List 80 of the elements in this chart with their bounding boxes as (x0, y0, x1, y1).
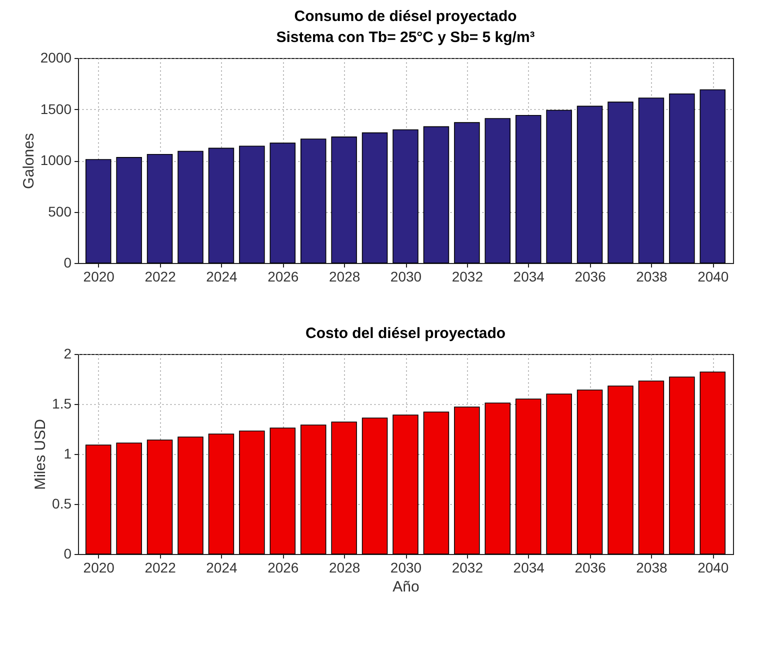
y-axis-title: Miles USD (32, 418, 50, 490)
bar (300, 424, 326, 554)
bar (669, 376, 695, 554)
bar (239, 430, 265, 554)
y-tick-label: 500 (48, 203, 72, 220)
bar (146, 154, 173, 264)
bar (454, 406, 480, 554)
bar (484, 118, 511, 264)
bar (392, 129, 418, 264)
bar (515, 398, 542, 554)
x-tick-label: 2028 (328, 268, 360, 284)
bar (208, 148, 234, 264)
x-tick-label: 2026 (268, 268, 299, 284)
bar (454, 122, 480, 264)
bar (638, 98, 664, 264)
y-axis-title: Galones (20, 133, 38, 189)
x-tick-label: 2030 (390, 268, 422, 284)
x-tick-label: 2022 (144, 560, 176, 576)
bar (208, 434, 234, 554)
x-axis-title: Año (392, 578, 420, 596)
x-tick-label: 2024 (206, 560, 238, 576)
y-tick-label: 1500 (40, 100, 72, 117)
y-tick-label: 2000 (40, 50, 72, 66)
x-tick-label: 2026 (268, 560, 299, 576)
x-tick-label: 2030 (390, 560, 422, 576)
x-tick-label: 2032 (452, 268, 484, 284)
bar (576, 390, 603, 554)
bar (638, 380, 664, 554)
bar (423, 126, 450, 264)
bar (669, 93, 695, 264)
x-tick-label: 2040 (698, 560, 729, 576)
y-tick-label: 0 (64, 546, 72, 562)
bar (515, 115, 542, 264)
y-tick-label: 1.5 (52, 396, 72, 412)
bar (270, 428, 296, 554)
bar (423, 412, 450, 554)
bar (239, 146, 265, 264)
x-tick-label: 2020 (83, 560, 115, 576)
bar (608, 386, 634, 554)
y-tick-label: 1 (64, 446, 72, 462)
chart-title: Costo del diésel proyectado (305, 325, 506, 342)
bar (700, 89, 726, 264)
bar (362, 418, 388, 554)
bar (178, 436, 204, 554)
bar (608, 102, 634, 264)
bar (146, 440, 173, 554)
bar (546, 394, 572, 554)
x-tick-label: 2040 (698, 268, 729, 284)
bar (484, 402, 511, 554)
x-tick-label: 2022 (144, 268, 176, 284)
bar (85, 444, 112, 554)
bar (331, 422, 357, 554)
bar (700, 372, 726, 554)
y-tick-label: 0 (64, 254, 72, 270)
x-tick-label: 2034 (513, 268, 545, 284)
bar (576, 106, 603, 264)
bar (178, 150, 204, 264)
y-tick-label: 2 (64, 346, 72, 362)
x-tick-label: 2020 (83, 268, 115, 284)
x-tick-label: 2036 (574, 268, 606, 284)
x-tick-label: 2024 (206, 268, 238, 284)
x-tick-label: 2038 (636, 560, 668, 576)
chart-title: Consumo de diésel proyectado (294, 8, 517, 25)
bar (362, 132, 388, 264)
x-tick-label: 2034 (513, 560, 545, 576)
chart-subtitle: Sistema con Tb= 25°C y Sb= 5 kg/m³ (276, 29, 535, 46)
bar (116, 442, 142, 554)
bar (270, 142, 296, 264)
y-tick-label: 1000 (40, 152, 72, 168)
bar (546, 110, 572, 264)
x-tick-label: 2036 (574, 560, 606, 576)
bar (392, 414, 418, 554)
bar (300, 138, 326, 264)
bar (116, 157, 142, 264)
y-tick-label: 0.5 (52, 496, 72, 512)
x-tick-label: 2038 (636, 268, 668, 284)
bar (331, 136, 357, 264)
x-tick-label: 2032 (452, 560, 484, 576)
x-tick-label: 2028 (328, 560, 360, 576)
bar (85, 159, 112, 264)
